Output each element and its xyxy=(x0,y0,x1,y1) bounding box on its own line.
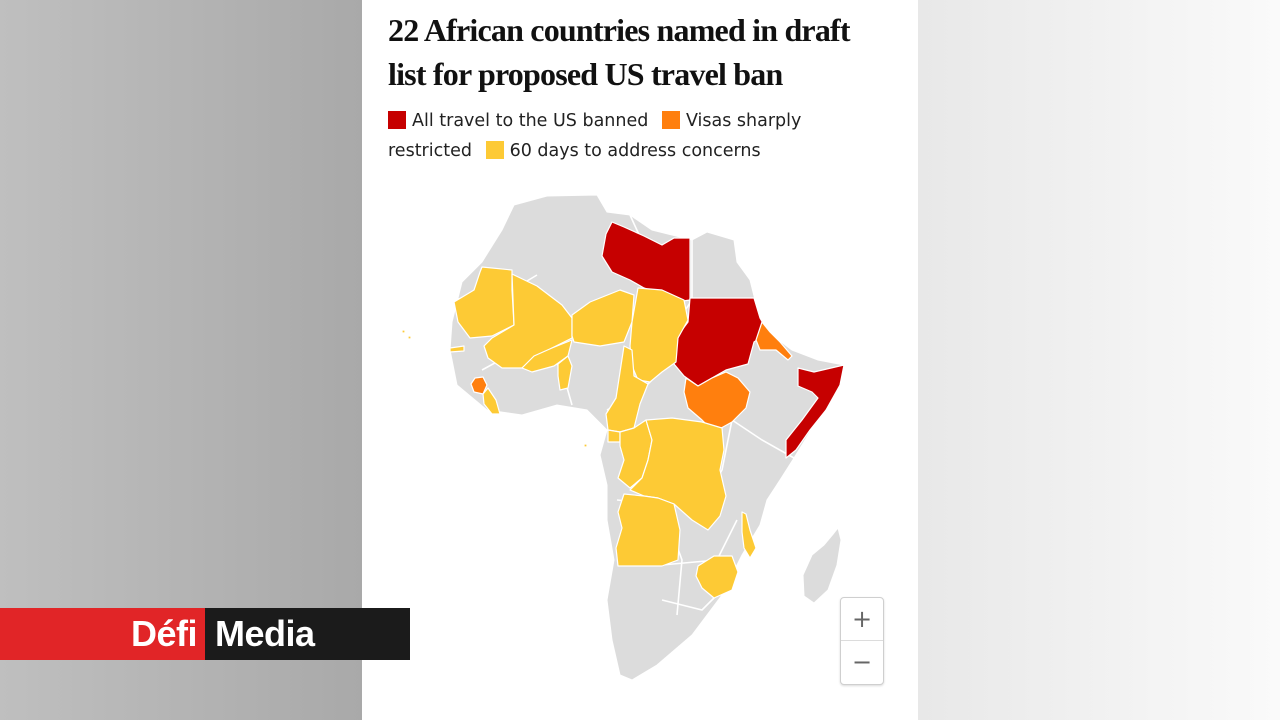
legend-label-restricted: Visas sharply restricted xyxy=(388,111,802,161)
country-niger[interactable] xyxy=(571,289,635,347)
madagascar xyxy=(802,526,842,604)
background-right xyxy=(918,0,1280,720)
country-south-sudan[interactable] xyxy=(683,371,751,433)
legend-swatch-banned xyxy=(388,111,406,129)
article-card: 22 African countries named in draft list… xyxy=(362,0,918,720)
country-mauritania[interactable] xyxy=(453,266,515,339)
country-eritrea[interactable] xyxy=(755,321,793,361)
country-equatorial-guinea[interactable] xyxy=(607,429,621,443)
legend-item-banned: All travel to the US banned xyxy=(388,111,648,131)
defi-media-logo: Défi Media xyxy=(0,608,410,660)
country-zimbabwe[interactable] xyxy=(695,555,739,599)
country-chad[interactable] xyxy=(629,287,689,383)
legend-item-restricted: Visas sharply restricted xyxy=(388,111,801,161)
country-sao-tome[interactable] xyxy=(583,443,588,448)
legend-label-banned: All travel to the US banned xyxy=(412,111,649,131)
zoom-in-button[interactable]: + xyxy=(851,605,873,633)
logo-dark-block: Media xyxy=(205,608,410,660)
country-somalia[interactable] xyxy=(785,364,845,459)
legend-item-sixty-days: 60 days to address concerns xyxy=(485,141,761,161)
logo-word-defi: Défi xyxy=(130,613,198,654)
highlighted-countries xyxy=(401,221,845,599)
zoom-controls: + − xyxy=(840,597,884,685)
legend-swatch-sixty-days xyxy=(485,141,504,159)
zoom-out-button[interactable]: − xyxy=(841,640,883,683)
legend: All travel to the US banned Visas sharpl… xyxy=(388,106,858,166)
logo-word-media: Media xyxy=(215,613,315,654)
background-left xyxy=(0,0,362,720)
africa-map[interactable] xyxy=(362,0,918,720)
country-dr-congo[interactable] xyxy=(629,417,727,531)
country-gambia[interactable] xyxy=(449,345,465,353)
country-liberia[interactable] xyxy=(482,387,501,415)
country-burkina-faso[interactable] xyxy=(521,339,573,373)
logo-red-block: Défi xyxy=(0,608,205,660)
country-benin[interactable] xyxy=(557,355,573,391)
country-cabo-verde[interactable] xyxy=(401,329,412,340)
legend-swatch-restricted xyxy=(661,111,680,129)
legend-label-sixty-days: 60 days to address concerns xyxy=(509,141,761,161)
map-title: 22 African countries named in draft list… xyxy=(388,12,851,92)
country-angola[interactable] xyxy=(615,493,681,567)
country-malawi[interactable] xyxy=(741,511,757,559)
